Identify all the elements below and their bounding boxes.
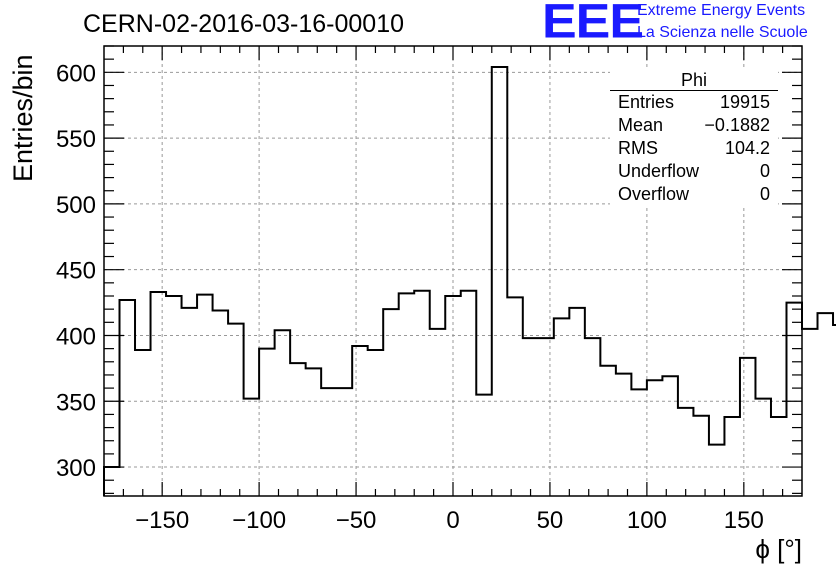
y-tick-label: 350	[56, 389, 96, 416]
brand-line-1: Extreme Energy Events	[637, 2, 806, 19]
tick-labels: −150 −100 −50 0 50 100 150 300 350 400 450 500 550 60…	[56, 60, 764, 534]
stats-row-entries: Entries 19915	[610, 91, 778, 114]
stats-value: 0	[759, 184, 770, 204]
stats-row-underflow: Underflow 0	[610, 160, 778, 183]
stats-value: −0.1882	[704, 115, 770, 135]
y-tick-label: 550	[56, 126, 96, 153]
x-tick-label: −100	[232, 507, 286, 534]
stats-value: 19915	[719, 92, 770, 112]
stats-label: Mean	[618, 115, 664, 135]
stats-value: 104.2	[724, 138, 770, 158]
x-tick-label: 100	[627, 507, 667, 534]
plot-frame	[103, 45, 803, 497]
y-tick-label: 450	[56, 258, 96, 285]
stats-value: 0	[759, 161, 770, 181]
y-tick-label: 400	[56, 323, 96, 350]
chart-title: CERN-02-2016-03-16-00010	[83, 10, 405, 38]
histogram-line	[103, 66, 836, 496]
stats-row-mean: Mean −0.1882	[610, 114, 778, 137]
stats-label: Entries	[618, 92, 675, 112]
y-tick-label: 600	[56, 60, 96, 87]
x-tick-label: 50	[537, 507, 564, 534]
y-tick-label: 500	[56, 192, 96, 219]
x-tick-label: −150	[135, 507, 189, 534]
x-tick-label: 0	[446, 507, 459, 534]
stats-title: Phi	[610, 70, 778, 91]
x-tick-label: −50	[336, 507, 377, 534]
x-tick-label: 150	[724, 507, 764, 534]
stats-box: Phi Entries 19915 Mean −0.1882 RMS 104.2…	[610, 70, 778, 206]
stats-row-overflow: Overflow 0	[610, 183, 778, 206]
stats-row-rms: RMS 104.2	[610, 137, 778, 160]
y-axis-label: Entries/bin	[8, 54, 38, 182]
eee-logo: EEE	[542, 0, 644, 49]
stats-label: Underflow	[618, 161, 700, 181]
axis-ticks	[104, 45, 802, 496]
x-axis-label: ϕ [°]	[755, 534, 802, 564]
brand-line-2: La Scienza nelle Scuole	[637, 24, 808, 41]
stats-label: Overflow	[618, 184, 690, 204]
y-tick-label: 300	[56, 455, 96, 482]
stats-label: RMS	[618, 138, 658, 158]
